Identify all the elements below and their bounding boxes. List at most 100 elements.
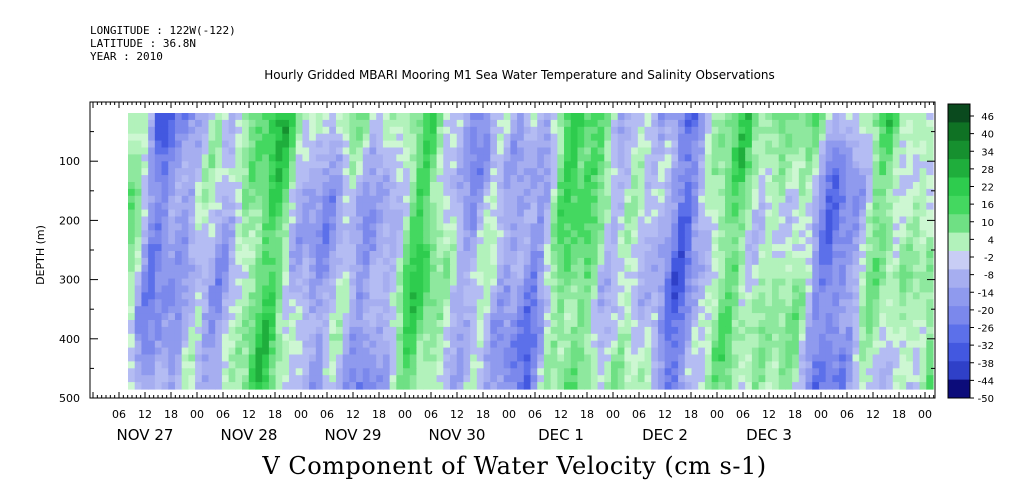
- heatmap-cell: [315, 292, 324, 300]
- heatmap-cell: [362, 375, 371, 383]
- heatmap-cell: [718, 182, 726, 190]
- heatmap-cell: [671, 326, 679, 335]
- heatmap-cell: [174, 354, 183, 362]
- heatmap-cell: [530, 223, 538, 231]
- heatmap-cell: [248, 271, 257, 280]
- heatmap-cell: [671, 382, 679, 390]
- heatmap-cell: [429, 140, 438, 149]
- heatmap-cell: [570, 161, 579, 169]
- heatmap-cell: [349, 119, 357, 128]
- heatmap-cell: [268, 230, 277, 238]
- heatmap-cell: [496, 209, 505, 218]
- heatmap-cell: [691, 154, 699, 162]
- heatmap-cell: [691, 306, 699, 314]
- heatmap-cell: [456, 175, 465, 183]
- heatmap-cell: [450, 382, 458, 390]
- heatmap-cell: [543, 195, 552, 204]
- heatmap-cell: [543, 306, 552, 314]
- heatmap-cell: [470, 230, 478, 238]
- heatmap-cell: [926, 175, 934, 183]
- heatmap-cell: [590, 320, 599, 328]
- heatmap-cell: [892, 251, 901, 259]
- heatmap-cell: [590, 264, 599, 273]
- heatmap-cell: [208, 340, 216, 349]
- heatmap-cell: [128, 237, 136, 245]
- heatmap-cell: [899, 340, 907, 349]
- heatmap-cell: [349, 361, 357, 369]
- heatmap-cell: [577, 154, 585, 162]
- heatmap-cell: [711, 237, 719, 245]
- heatmap-cell: [463, 202, 471, 211]
- heatmap-cell: [295, 299, 304, 307]
- heatmap-cell: [403, 133, 411, 142]
- heatmap-cell: [624, 333, 632, 342]
- heatmap-cell: [282, 244, 290, 252]
- heatmap-cell: [731, 264, 740, 273]
- heatmap-cell: [490, 182, 498, 190]
- heatmap-cell: [859, 306, 867, 314]
- heatmap-cell: [510, 230, 518, 238]
- heatmap-cell: [577, 313, 585, 321]
- heatmap-cell: [201, 264, 210, 273]
- heatmap-cell: [651, 175, 659, 183]
- heatmap-cell: [174, 140, 183, 149]
- heatmap-cell: [611, 175, 619, 183]
- heatmap-cell: [503, 340, 511, 349]
- heatmap-cell: [483, 292, 491, 300]
- heatmap-cell: [785, 209, 793, 218]
- heatmap-cell: [543, 147, 552, 155]
- heatmap-cell: [845, 354, 854, 362]
- heatmap-cell: [329, 271, 337, 280]
- heatmap-cell: [550, 271, 558, 280]
- heatmap-cell: [671, 161, 679, 169]
- heatmap-cell: [725, 299, 733, 307]
- heatmap-cell: [456, 278, 465, 287]
- heatmap-cell: [275, 257, 283, 266]
- heatmap-cell: [785, 175, 793, 183]
- heatmap-cell: [745, 375, 753, 383]
- heatmap-cell: [839, 333, 847, 342]
- heatmap-cell: [235, 347, 243, 356]
- heatmap-cell: [725, 126, 733, 135]
- heatmap-cell: [181, 257, 189, 266]
- heatmap-cell: [349, 230, 357, 238]
- heatmap-cell: [751, 264, 760, 273]
- heatmap-cell: [248, 313, 257, 321]
- heatmap-cell: [329, 320, 337, 328]
- heatmap-cell: [215, 216, 223, 224]
- heatmap-cell: [570, 126, 579, 135]
- heatmap-cell: [765, 299, 773, 307]
- heatmap-cell: [631, 271, 639, 280]
- heatmap-cell: [188, 126, 196, 135]
- heatmap-cell: [154, 223, 163, 231]
- heatmap-cell: [523, 119, 532, 128]
- heatmap-cell: [818, 209, 827, 218]
- heatmap-cell: [624, 154, 632, 162]
- heatmap-cell: [302, 340, 310, 349]
- heatmap-cell: [530, 154, 538, 162]
- heatmap-cell: [409, 188, 418, 197]
- heatmap-cell: [302, 195, 310, 204]
- heatmap-cell: [792, 292, 800, 300]
- heatmap-cell: [805, 168, 813, 176]
- heatmap-cell: [657, 113, 666, 121]
- heatmap-cell: [215, 382, 223, 390]
- heatmap-cell: [805, 188, 813, 197]
- heatmap-cell: [664, 251, 672, 259]
- heatmap-cell: [517, 361, 525, 369]
- heatmap-cell: [711, 340, 719, 349]
- heatmap-cell: [725, 168, 733, 176]
- heatmap-cell: [772, 133, 780, 142]
- heatmap-cell: [134, 333, 143, 342]
- heatmap-cell: [282, 209, 290, 218]
- heatmap-cell: [215, 292, 223, 300]
- heatmap-cell: [201, 340, 210, 349]
- heatmap-cell: [832, 202, 840, 211]
- heatmap-cell: [335, 202, 344, 211]
- heatmap-cell: [765, 223, 773, 231]
- heatmap-cell: [698, 306, 706, 314]
- heatmap-cell: [148, 320, 156, 328]
- heatmap-cell: [617, 326, 626, 335]
- heatmap-cell: [309, 230, 317, 238]
- heatmap-cell: [429, 237, 438, 245]
